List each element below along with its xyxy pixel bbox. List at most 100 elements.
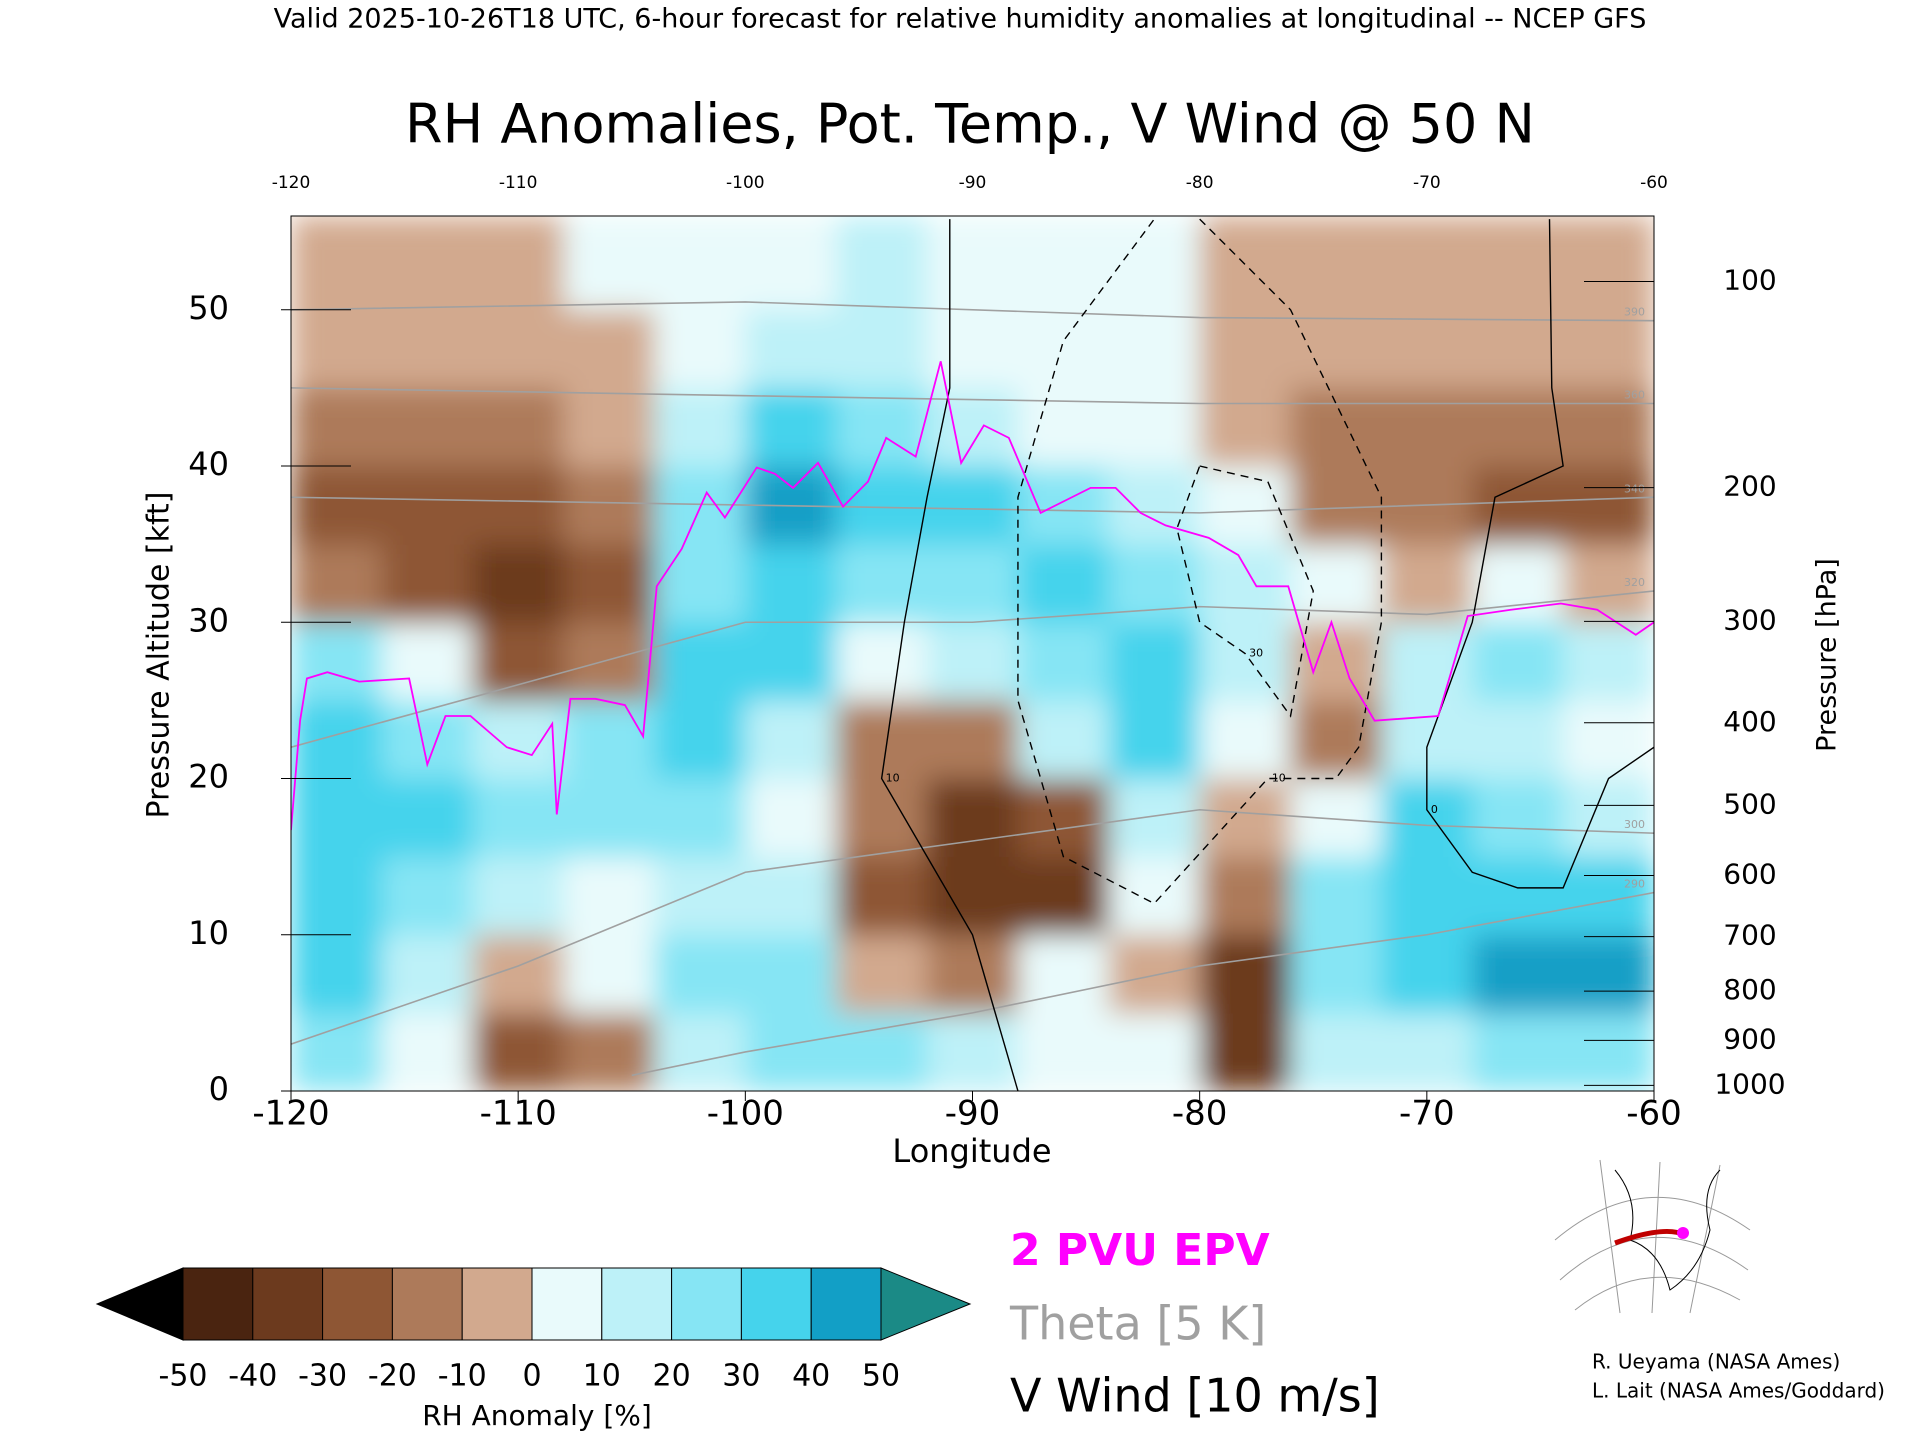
heat-cell bbox=[654, 778, 746, 858]
heat-cell bbox=[1472, 309, 1564, 389]
heat-cell bbox=[1199, 544, 1292, 623]
heat-cell bbox=[381, 622, 474, 701]
heat-cell bbox=[1381, 856, 1473, 936]
heat-cell bbox=[1563, 387, 1654, 467]
y2-tick-label: 800 bbox=[1723, 973, 1776, 1006]
heat-cell bbox=[1017, 934, 1110, 1014]
heat-cell bbox=[1108, 466, 1201, 545]
wind-contour bbox=[1176, 465, 1314, 718]
x-top-tick-label: -120 bbox=[272, 173, 311, 193]
heat-cell bbox=[1290, 1012, 1382, 1091]
colorbar-bin bbox=[671, 1267, 742, 1341]
heat-cell bbox=[745, 1012, 837, 1091]
theta-contour bbox=[291, 387, 1654, 405]
heat-cell bbox=[1472, 700, 1564, 779]
heat-cell bbox=[1199, 466, 1292, 545]
heat-cell bbox=[291, 387, 383, 467]
colorbar-tick-label: 0 bbox=[522, 1359, 541, 1394]
heat-cell bbox=[291, 1012, 383, 1091]
heat-cell bbox=[1199, 856, 1292, 936]
y2-axis-label: Pressure [hPa] bbox=[1812, 558, 1843, 752]
heat-cell bbox=[1472, 216, 1564, 311]
heat-cell bbox=[1290, 778, 1382, 858]
colorbar-bin bbox=[391, 1267, 463, 1341]
wind-contour bbox=[1017, 218, 1383, 905]
heat-cell bbox=[1017, 778, 1110, 858]
heat-cell bbox=[1563, 934, 1654, 1014]
heat-cell bbox=[1108, 778, 1201, 858]
x-tick-label: -110 bbox=[480, 1094, 557, 1134]
inset-map bbox=[1554, 1159, 1751, 1314]
wind-label: 0 bbox=[1431, 803, 1438, 816]
heat-cell bbox=[472, 387, 565, 467]
colorbar-label: RH Anomaly [%] bbox=[422, 1399, 652, 1432]
heat-cell bbox=[836, 309, 928, 389]
heat-cell bbox=[654, 700, 746, 779]
heat-cell bbox=[291, 309, 383, 389]
heat-cell bbox=[745, 544, 837, 623]
colorbar-tick-label: 40 bbox=[792, 1359, 830, 1394]
colorbar-under bbox=[95, 1267, 184, 1341]
heat-cell bbox=[472, 466, 565, 545]
heat-cell bbox=[563, 216, 655, 311]
heat-cell bbox=[1017, 309, 1110, 389]
wind-label: 10 bbox=[886, 772, 900, 785]
colorbar-tick-label: 10 bbox=[583, 1359, 621, 1394]
heat-cell bbox=[1381, 1012, 1473, 1091]
y-tick-label: 40 bbox=[188, 445, 229, 483]
heat-cell bbox=[291, 856, 383, 936]
heat-cell bbox=[654, 1012, 746, 1091]
heat-cell bbox=[1381, 309, 1473, 389]
header: Valid 2025-10-26T18 UTC, 6-hour forecast… bbox=[274, 4, 1647, 35]
heat-cell bbox=[1108, 387, 1201, 467]
wind-contour bbox=[880, 219, 1019, 1091]
heat-cell bbox=[1290, 387, 1382, 467]
y2-tick-label: 300 bbox=[1723, 603, 1776, 636]
heat-cell bbox=[1472, 778, 1564, 858]
y-tick-label: 10 bbox=[188, 914, 229, 952]
heat-cell bbox=[1108, 700, 1201, 779]
x-tick-label: -70 bbox=[1399, 1094, 1455, 1134]
heat-cell bbox=[563, 309, 655, 389]
heat-cell bbox=[1108, 622, 1201, 701]
heat-cell bbox=[563, 856, 655, 936]
heat-cell bbox=[927, 622, 1019, 701]
heat-cell bbox=[1108, 1012, 1201, 1091]
heat-cell bbox=[1381, 934, 1473, 1014]
heat-cell bbox=[1381, 216, 1473, 311]
x-top-tick-label: -110 bbox=[499, 173, 538, 193]
heat-cell bbox=[1563, 1012, 1654, 1091]
heat-cell bbox=[1472, 934, 1564, 1014]
y2-tick-label: 400 bbox=[1723, 705, 1776, 738]
heat-cell bbox=[291, 544, 383, 623]
colorbar-tick-label: -10 bbox=[438, 1359, 487, 1394]
heat-cell bbox=[1017, 466, 1110, 545]
heat-cell bbox=[381, 387, 474, 467]
epv-line bbox=[291, 361, 1654, 831]
heat-cell bbox=[381, 466, 474, 545]
y2-tick-label: 100 bbox=[1723, 264, 1776, 297]
theta-label: 360 bbox=[1624, 389, 1645, 402]
heat-cell bbox=[472, 309, 565, 389]
heat-cell bbox=[1472, 387, 1564, 467]
theta-label: 290 bbox=[1624, 878, 1645, 891]
heat-cell bbox=[927, 1012, 1019, 1091]
y-tick-label: 50 bbox=[188, 289, 229, 327]
heat-cell bbox=[745, 216, 837, 311]
heat-cell bbox=[836, 466, 928, 545]
heat-cell bbox=[927, 544, 1019, 623]
x-top-tick-label: -80 bbox=[1186, 173, 1214, 193]
colorbar-bin bbox=[531, 1267, 603, 1341]
theta-label: 320 bbox=[1624, 576, 1645, 589]
legend-theta: Theta [5 K] bbox=[1009, 1297, 1266, 1351]
heat-cell bbox=[1563, 622, 1654, 701]
heat-cell bbox=[1381, 387, 1473, 467]
colorbar-tick-label: -50 bbox=[159, 1359, 208, 1394]
y2-tick-label: 200 bbox=[1723, 470, 1776, 503]
heat-cell bbox=[836, 856, 928, 936]
heat-cell bbox=[745, 387, 837, 467]
plot-area: 290 300 320 340 360 390 0 10 10 30 bbox=[291, 216, 1654, 1091]
heat-cell bbox=[472, 1012, 565, 1091]
x-top-tick-label: -60 bbox=[1640, 173, 1668, 193]
